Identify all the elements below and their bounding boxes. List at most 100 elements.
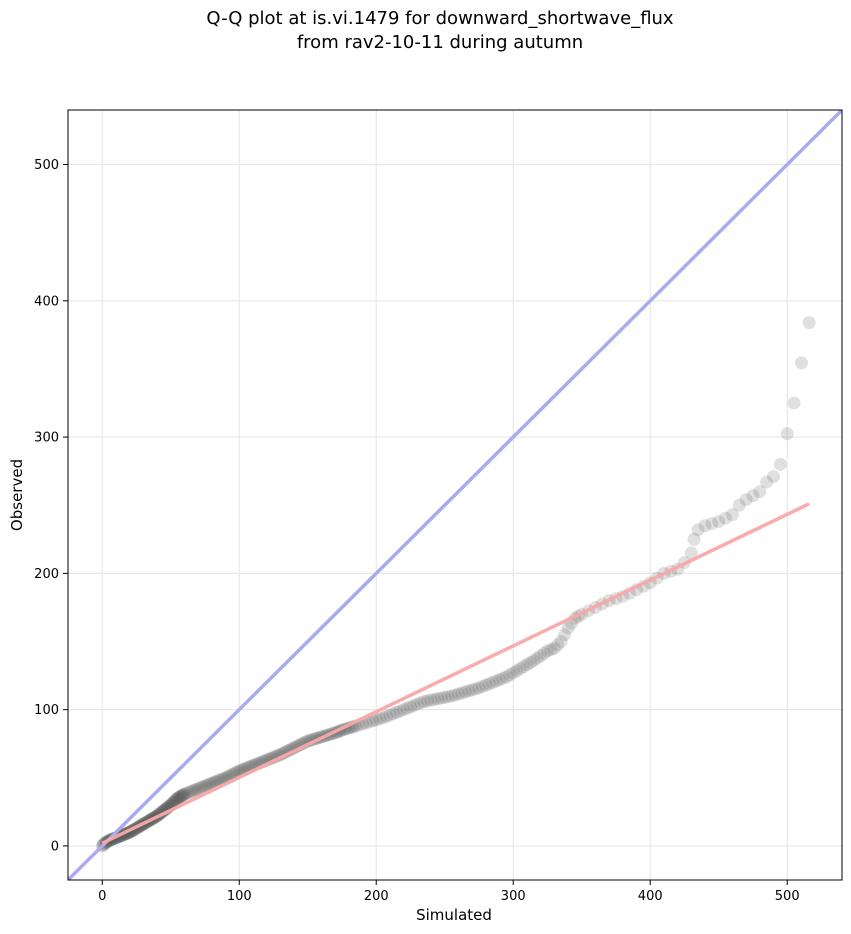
- qq-point: [746, 489, 760, 503]
- qq-point: [424, 693, 438, 707]
- y-tick-label: 500: [34, 158, 59, 173]
- qq-point: [176, 788, 190, 802]
- qq-point: [193, 781, 207, 795]
- y-tick-label: 200: [34, 567, 59, 582]
- qq-point: [407, 699, 421, 713]
- qq-point: [203, 777, 217, 791]
- qq-point: [168, 794, 182, 808]
- fit-line: [101, 502, 810, 845]
- qq-point: [181, 786, 195, 800]
- x-tick-label: 300: [501, 889, 526, 904]
- qq-point: [760, 475, 774, 489]
- qq-point: [167, 795, 181, 809]
- qq-point: [691, 523, 705, 537]
- qq-point: [795, 356, 809, 370]
- qq-point: [739, 493, 753, 507]
- qq-point: [513, 662, 527, 676]
- qq-point: [732, 498, 746, 512]
- x-tick-label: 400: [638, 889, 663, 904]
- qq-point: [451, 687, 465, 701]
- qq-point: [462, 684, 476, 698]
- qq-point: [698, 519, 712, 533]
- qq-point: [516, 660, 530, 674]
- y-tick-label: 0: [51, 839, 59, 854]
- qq-point: [177, 788, 191, 802]
- qq-point: [170, 792, 184, 806]
- qq-point: [493, 673, 507, 687]
- qq-point: [438, 690, 452, 704]
- qq-point: [173, 790, 187, 804]
- qq-point: [482, 677, 496, 691]
- qq-point: [169, 793, 183, 807]
- qq-point: [561, 621, 575, 635]
- qq-point: [380, 709, 394, 723]
- qq-point: [417, 694, 431, 708]
- qq-point: [479, 678, 493, 692]
- qq-point: [199, 779, 213, 793]
- qq-point: [506, 666, 520, 680]
- qq-point: [179, 786, 193, 800]
- qq-point: [455, 686, 469, 700]
- qq-point: [486, 675, 500, 689]
- qq-point: [719, 511, 733, 525]
- qq-point: [201, 778, 215, 792]
- y-tick-label: 400: [34, 294, 59, 309]
- qq-point: [172, 790, 186, 804]
- qq-point: [386, 707, 400, 721]
- identity-line: [68, 110, 842, 880]
- y-tick-label: 100: [34, 703, 59, 718]
- chart-title-line2: from rav2-10-11 during autumn: [297, 32, 583, 53]
- chart-title-line1: Q-Q plot at is.vi.1479 for downward_shor…: [206, 8, 674, 29]
- reference-lines: [68, 110, 842, 880]
- qq-point: [366, 714, 380, 728]
- qq-point: [773, 457, 787, 471]
- qq-point: [431, 692, 445, 706]
- qq-point: [687, 532, 701, 546]
- qq-point: [499, 670, 513, 684]
- grid-lines: [68, 110, 842, 880]
- qq-point: [195, 780, 209, 794]
- qq-point: [175, 789, 189, 803]
- y-axis-label: Observed: [8, 459, 26, 531]
- y-axis-ticks: 0 100 200 300 400 500: [34, 158, 68, 854]
- qq-point: [369, 713, 383, 727]
- qq-point: [362, 715, 376, 729]
- qq-point: [780, 427, 794, 441]
- qq-point: [530, 651, 544, 665]
- qq-point: [211, 774, 225, 788]
- x-axis-ticks: 0 100 200 300 400 500: [98, 880, 800, 904]
- qq-point: [554, 635, 568, 649]
- qq-point: [520, 658, 534, 672]
- qq-point: [802, 316, 816, 330]
- qq-point: [205, 776, 219, 790]
- x-tick-label: 200: [364, 889, 389, 904]
- qq-point: [183, 785, 197, 799]
- qq-point: [537, 646, 551, 660]
- qq-point: [503, 668, 517, 682]
- qq-point: [712, 515, 726, 529]
- qq-point: [403, 700, 417, 714]
- qq-point: [400, 701, 414, 715]
- qq-point: [558, 628, 572, 642]
- qq-point: [540, 644, 554, 658]
- qq-point: [185, 784, 199, 798]
- qq-point: [383, 708, 397, 722]
- qq-point: [544, 643, 558, 657]
- qq-point: [187, 783, 201, 797]
- x-tick-label: 500: [775, 889, 800, 904]
- qq-point: [171, 791, 185, 805]
- qq-point: [393, 704, 407, 718]
- qq-point: [441, 690, 455, 704]
- qq-point: [448, 688, 462, 702]
- x-tick-label: 100: [227, 889, 252, 904]
- qq-point: [551, 638, 565, 652]
- x-tick-label: 0: [98, 889, 106, 904]
- qq-point: [489, 674, 503, 688]
- qq-point: [469, 682, 483, 696]
- qq-point: [421, 694, 435, 708]
- qq-point: [434, 691, 448, 705]
- qq-point: [177, 787, 191, 801]
- qq-point: [207, 775, 221, 789]
- qq-point: [472, 681, 486, 695]
- qq-point: [171, 791, 185, 805]
